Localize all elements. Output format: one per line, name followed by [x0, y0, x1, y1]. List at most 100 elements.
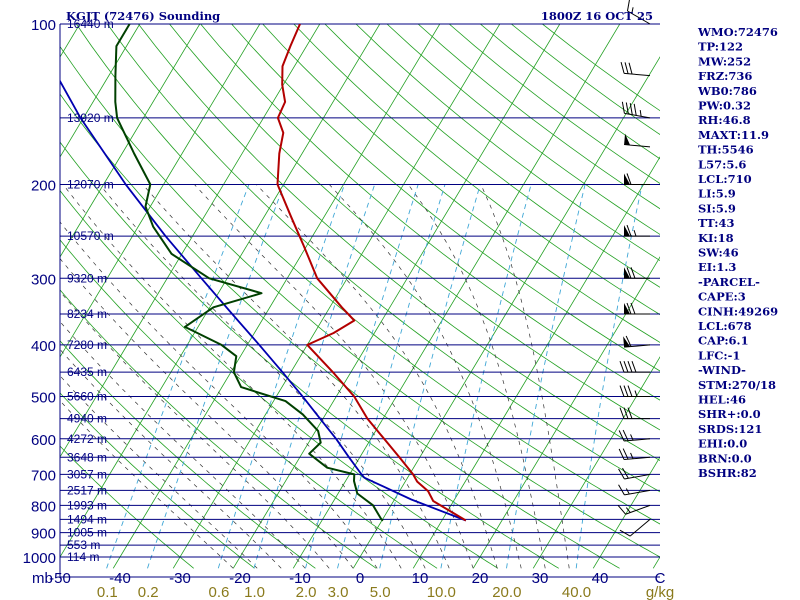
isotherm-line — [472, 256, 660, 569]
wind-barb-feather — [631, 360, 637, 373]
wind-barb — [618, 448, 651, 461]
temperature-trace — [276, 24, 467, 522]
wind-barb-feather — [618, 448, 625, 460]
dry-adiabat — [60, 93, 620, 569]
height-label: 2517 m — [67, 483, 107, 497]
mixing-ratio-unit: g/kg — [646, 584, 674, 600]
wind-barb-feather — [619, 360, 625, 373]
wind-barb-feather — [620, 61, 625, 74]
dry-adiabat — [480, 24, 660, 160]
temperature-tick-label: -40 — [109, 570, 131, 587]
wind-barb-feather — [623, 407, 629, 419]
wind-barb-feather — [628, 62, 633, 75]
isotherm-line — [232, 24, 561, 569]
mixing-ratio-tick-label: 5.0 — [370, 584, 391, 600]
wind-barb-feather — [626, 0, 630, 12]
wind-barb-feather — [630, 302, 636, 315]
temperature-tick-label: -10 — [289, 570, 311, 587]
index-line: MW:252 — [698, 54, 751, 68]
wind-barb — [623, 335, 651, 348]
wind-barb-feather — [626, 302, 632, 315]
height-label: 9320 m — [67, 271, 107, 285]
wind-barb-feather — [626, 224, 632, 237]
wind-barb — [624, 302, 650, 315]
moist-adiabat — [60, 400, 234, 569]
mixing-ratio-line — [440, 184, 532, 569]
wind-barb-staff — [624, 489, 651, 496]
pressure-tick-label: 800 — [31, 498, 56, 515]
wind-barb — [624, 133, 651, 148]
wind-barb-half-feather — [625, 488, 630, 495]
height-label: 553 m — [67, 538, 100, 552]
index-line: WB0:786 — [697, 84, 757, 98]
mixing-ratio-tick-label: 10.0 — [427, 584, 456, 600]
height-label: 4940 m — [67, 412, 107, 426]
height-label: 16440 m — [67, 17, 114, 31]
moist-adiabat — [60, 375, 258, 569]
wind-barb-staff — [629, 518, 651, 537]
isotherm-line — [112, 24, 441, 569]
index-line: STM:270/18 — [698, 378, 776, 392]
dry-adiabat — [60, 392, 255, 569]
wind-barbs — [617, 0, 651, 537]
corner-unit-label: mb — [32, 570, 53, 587]
isotherm-line — [292, 24, 621, 569]
mixing-ratio-line — [305, 184, 419, 569]
height-label: 7280 m — [67, 338, 107, 352]
temperature-tick-label: 10 — [412, 570, 429, 587]
isotherm-line — [592, 456, 660, 569]
pressure-tick-label: 700 — [31, 467, 56, 484]
mixing-ratio-line — [217, 184, 345, 569]
wind-barb-staff — [624, 438, 651, 442]
wind-barb-feather — [622, 429, 629, 441]
moist-adiabat — [255, 184, 498, 569]
wind-barb-half-feather — [630, 434, 634, 441]
index-line: LFC:-1 — [698, 348, 740, 362]
mixing-ratio-tick-label: 0.6 — [209, 584, 230, 600]
wind-barb — [617, 504, 651, 515]
wind-barb-staff — [624, 112, 651, 119]
moist-adiabat — [60, 290, 330, 569]
height-label: 114 m — [67, 550, 99, 564]
dry-adiabat — [106, 24, 660, 493]
moist-adiabat — [480, 184, 570, 569]
isotherm-line — [60, 24, 321, 458]
index-line: SHR+:0.0 — [698, 407, 761, 421]
wind-barb-pennant — [624, 267, 630, 279]
wind-barb-feather — [630, 267, 636, 279]
dry-adiabat — [169, 24, 660, 431]
wind-barb-feather — [633, 103, 637, 116]
wind-barb-feather — [619, 529, 631, 537]
moist-adiabat — [60, 258, 354, 569]
index-line: L57:5.6 — [698, 157, 746, 171]
parcel-trace — [60, 79, 467, 522]
wind-barb-feather — [624, 62, 629, 74]
wind-barb-half-feather — [630, 452, 634, 459]
temperature-tick-label: 20 — [472, 570, 489, 587]
index-line: BSHR:82 — [698, 466, 757, 480]
axis-labels: 0.1 0.2 0.6 1.0 2.0 3.0 5.0 10.0 20.0 40.0 g/kg 164… — [23, 17, 675, 600]
wind-barb-feather — [627, 360, 633, 373]
wind-barb-feather — [618, 468, 625, 480]
temperature-tick-label: 0 — [356, 570, 364, 587]
pressure-tick-label: 600 — [31, 432, 56, 449]
height-label: 12070 m — [67, 177, 114, 191]
index-line: TT:43 — [698, 216, 735, 230]
wind-barb — [619, 407, 650, 420]
wind-barb-feather — [625, 335, 632, 347]
moist-adiabat — [328, 184, 522, 569]
temperature-tick-label: 40 — [592, 570, 609, 587]
index-line: -PARCEL- — [698, 275, 760, 289]
mixing-ratio-line — [147, 184, 285, 569]
wind-barb-staff — [624, 144, 651, 148]
pressure-tick-label: 1000 — [23, 550, 56, 567]
wind-barb — [621, 101, 651, 119]
index-line: BRN:0.0 — [698, 451, 752, 465]
dry-adiabat — [60, 141, 560, 569]
mixing-ratio-line — [106, 184, 250, 569]
index-line: MAXT:11.9 — [698, 128, 769, 142]
isotherm-line — [60, 24, 261, 358]
wind-barb — [624, 173, 650, 185]
dry-adiabat — [60, 289, 377, 569]
wind-barb — [619, 385, 650, 398]
